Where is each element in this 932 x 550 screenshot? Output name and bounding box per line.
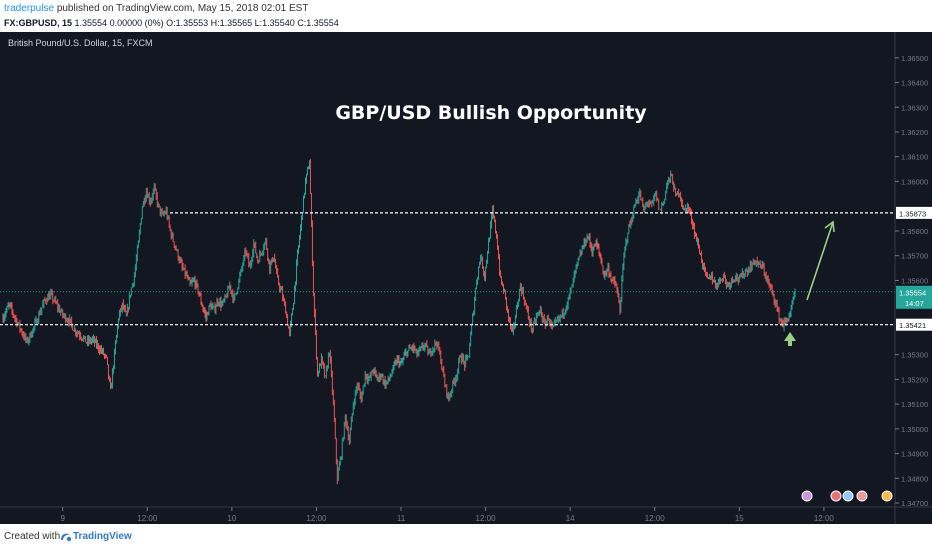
tradingview-brand-link[interactable]: TradingView (73, 531, 132, 542)
event-marker-icon[interactable] (801, 490, 813, 502)
price-tick-label: 1.36200 (901, 128, 928, 137)
symbol-label: FX:GBPUSD, 15 (4, 18, 73, 28)
price-tick-label: 1.35100 (901, 400, 928, 409)
level-price-tag (896, 206, 932, 219)
price-tick-label: 1.35700 (901, 252, 928, 261)
event-marker-icon[interactable] (856, 490, 868, 502)
price-tick-label: 1.34800 (901, 474, 928, 483)
event-marker-icon[interactable] (842, 490, 854, 502)
price-tick-label: 1.36500 (901, 54, 928, 63)
bar-countdown-label: 14:07 (905, 299, 924, 308)
price-tick-label: 1.36000 (901, 177, 928, 186)
publish-details: published on TradingView.com, May 15, 20… (56, 3, 309, 14)
price-tick-label: 1.35000 (901, 425, 928, 434)
projection-arrow-shaft (806, 221, 834, 301)
price-tick-label: 1.36400 (901, 79, 928, 88)
chart-footer: Created with TradingView (0, 524, 932, 550)
price-tick-label: 1.36300 (901, 103, 928, 112)
last-price-label: 1.35554 (899, 288, 926, 297)
time-tick-label: 12:00 (306, 514, 327, 523)
price-tick-label: 1.35600 (901, 276, 928, 285)
author-link[interactable]: traderpulse (4, 3, 55, 14)
support-bounce-arrow-icon (784, 332, 796, 346)
price-tick-label: 1.34700 (901, 499, 928, 508)
time-tick-label: 11 (397, 514, 406, 523)
price-tick-label: 1.35300 (901, 351, 928, 360)
projection-arrow-icon (824, 220, 835, 233)
chart-title: GBP/USD Bullish Opportunity (335, 102, 647, 124)
candles-layer (2, 159, 796, 485)
level-price-tag (896, 318, 932, 331)
tradingview-logo-icon[interactable] (60, 528, 72, 544)
level-price-label: 1.35873 (899, 209, 926, 218)
time-tick-label: 15 (735, 514, 744, 523)
last-price-tag (896, 285, 932, 309)
price-tick-label: 1.34900 (901, 450, 928, 459)
time-tick-label: 14 (566, 514, 575, 523)
chart-header: traderpulse published on TradingView.com… (0, 0, 932, 32)
time-axis[interactable]: 9 12:00 10 12:00 11 12:00 14 12:00 15 12:00 (60, 507, 834, 523)
event-markers[interactable] (801, 490, 893, 502)
time-tick-label: 12:00 (476, 514, 497, 523)
instrument-label: British Pound/U.S. Dollar, 15, FXCM (8, 38, 153, 48)
event-marker-icon[interactable] (881, 490, 893, 502)
symbol-info: FX:GBPUSD, 15 1.35554 0.00000 (0%) O:1.3… (4, 18, 339, 28)
time-tick-label: 12:00 (814, 514, 835, 523)
ohlc-values: 1.35554 0.00000 (0%) O:1.35553 H:1.35565… (74, 18, 339, 28)
price-chart[interactable]: 1.35873 1.35421 1.35554 14:07 1.36500 1.36400… (0, 32, 932, 524)
event-marker-icon[interactable] (830, 490, 842, 502)
level-price-label: 1.35421 (899, 321, 926, 330)
price-axis[interactable]: 1.35873 1.35421 1.35554 14:07 1.36500 1.36400… (895, 54, 932, 508)
time-tick-label: 12:00 (645, 514, 666, 523)
publish-info: traderpulse published on TradingView.com… (4, 3, 308, 14)
created-with-text: Created with (4, 531, 61, 542)
levels-layer (0, 212, 895, 326)
price-tick-label: 1.35200 (901, 375, 928, 384)
time-tick-label: 10 (227, 514, 236, 523)
time-tick-label: 9 (60, 514, 65, 523)
chart-background (0, 32, 932, 524)
chart-area[interactable]: 1.35873 1.35421 1.35554 14:07 1.36500 1.36400… (0, 32, 932, 524)
price-tick-label: 1.35800 (901, 227, 928, 236)
price-tick-label: 1.36100 (901, 153, 928, 162)
time-tick-label: 12:00 (137, 514, 158, 523)
